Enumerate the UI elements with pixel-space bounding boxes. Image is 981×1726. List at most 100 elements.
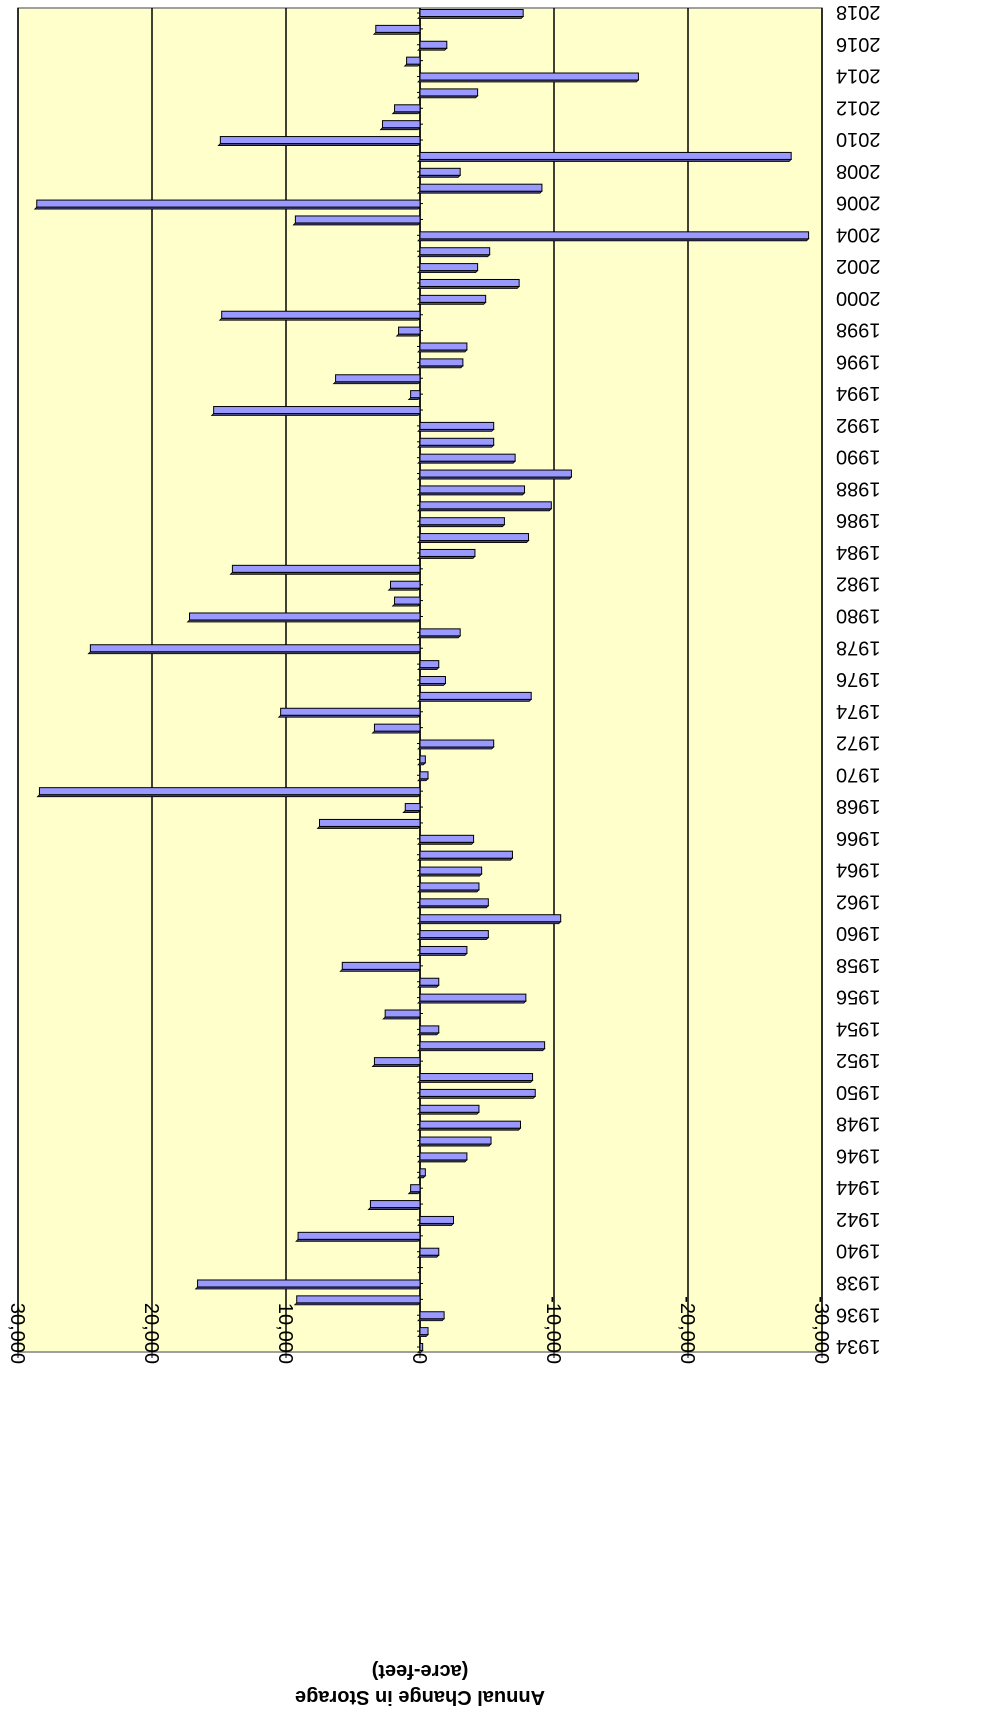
bar bbox=[369, 1200, 421, 1209]
bar bbox=[419, 866, 483, 875]
bar bbox=[419, 40, 448, 49]
bar bbox=[419, 1120, 521, 1129]
bar bbox=[419, 421, 495, 430]
bar bbox=[419, 945, 468, 954]
bar bbox=[219, 136, 421, 145]
bar bbox=[419, 501, 552, 510]
x-tick-label: 10,000 bbox=[274, 1303, 296, 1364]
y-tick-label: 1954 bbox=[836, 1017, 881, 1039]
bar bbox=[419, 771, 429, 780]
bar bbox=[419, 167, 461, 176]
y-tick-label: 1996 bbox=[836, 350, 881, 372]
bar bbox=[384, 1009, 421, 1018]
bar bbox=[419, 977, 440, 986]
bar bbox=[419, 437, 495, 446]
y-tick-label: 1934 bbox=[836, 1335, 881, 1357]
y-tick-label: 1952 bbox=[836, 1049, 881, 1071]
bar bbox=[419, 263, 479, 272]
bar bbox=[419, 151, 792, 160]
y-tick-label: 2004 bbox=[836, 223, 881, 245]
bar bbox=[419, 453, 516, 462]
y-tick-label: 1986 bbox=[836, 509, 881, 531]
bar bbox=[419, 755, 426, 764]
bar bbox=[419, 1215, 454, 1224]
bar bbox=[419, 9, 524, 17]
bar bbox=[419, 342, 468, 351]
bar bbox=[319, 818, 421, 827]
bar bbox=[419, 278, 520, 287]
bar bbox=[341, 961, 421, 970]
y-tick-label: 1958 bbox=[836, 954, 881, 976]
y-tick-label: 1968 bbox=[836, 795, 881, 817]
bar bbox=[375, 24, 421, 33]
y-tick-label: 1972 bbox=[836, 732, 881, 754]
bar bbox=[394, 596, 421, 605]
bar bbox=[221, 310, 421, 319]
bar bbox=[419, 247, 491, 256]
bar bbox=[419, 1073, 534, 1082]
y-tick-label: 1990 bbox=[836, 446, 881, 468]
bar bbox=[419, 914, 562, 923]
x-tick-label: -20,000 bbox=[676, 1296, 698, 1364]
y-tick-label: 1956 bbox=[836, 986, 881, 1008]
y-tick-label: 1946 bbox=[836, 1144, 881, 1166]
y-tick-label: 1942 bbox=[836, 1208, 881, 1230]
bar bbox=[213, 406, 421, 415]
bar bbox=[419, 1327, 429, 1336]
bar bbox=[404, 803, 421, 812]
bar bbox=[419, 676, 446, 684]
y-tick-label: 1938 bbox=[836, 1271, 881, 1293]
bar bbox=[419, 739, 495, 748]
y-tick-label: 2010 bbox=[836, 128, 881, 150]
y-tick-label: 1950 bbox=[836, 1081, 881, 1103]
bar bbox=[419, 88, 479, 97]
bar bbox=[419, 1025, 440, 1034]
bar bbox=[419, 1247, 440, 1256]
bar bbox=[381, 120, 421, 129]
bar bbox=[419, 533, 530, 542]
y-tick-label: 2000 bbox=[836, 287, 881, 309]
bar bbox=[38, 787, 421, 796]
y-tick-label: 1974 bbox=[836, 700, 881, 722]
y-tick-label: 2012 bbox=[836, 96, 881, 118]
bar bbox=[406, 56, 421, 65]
bar bbox=[419, 72, 639, 81]
bar bbox=[419, 628, 461, 637]
axis-title: Annual Change in Storage bbox=[295, 1686, 545, 1708]
y-tick-label: 1936 bbox=[836, 1303, 881, 1325]
bar bbox=[390, 580, 421, 589]
bar bbox=[419, 882, 480, 891]
bar bbox=[410, 390, 421, 399]
bar bbox=[419, 1168, 426, 1177]
bar bbox=[419, 930, 489, 939]
bar bbox=[419, 993, 527, 1002]
bar bbox=[419, 469, 572, 478]
x-tick-label: -30,000 bbox=[810, 1296, 832, 1364]
bar bbox=[398, 326, 421, 335]
bar bbox=[419, 294, 487, 303]
y-tick-label: 1966 bbox=[836, 827, 881, 849]
y-tick-label: 1982 bbox=[836, 573, 881, 595]
bar bbox=[419, 1088, 536, 1097]
y-tick-label: 1980 bbox=[836, 604, 881, 626]
bar bbox=[197, 1279, 421, 1288]
bar bbox=[294, 215, 421, 224]
bar bbox=[373, 723, 421, 732]
bar bbox=[419, 1311, 445, 1320]
bar bbox=[419, 691, 532, 700]
bar bbox=[419, 485, 526, 494]
bar bbox=[394, 104, 421, 113]
bar bbox=[419, 358, 464, 367]
bar bbox=[410, 1184, 421, 1193]
bar bbox=[231, 564, 421, 573]
y-tick-label: 1944 bbox=[836, 1176, 881, 1198]
y-tick-label: 1978 bbox=[836, 636, 881, 658]
chart-body: Annual Change in Storage (acre-feet) -30… bbox=[6, 1, 881, 1708]
bar bbox=[419, 231, 810, 240]
y-tick-label: 1988 bbox=[836, 477, 881, 499]
y-tick-label: 2014 bbox=[836, 65, 881, 87]
x-tick-label: -10,000 bbox=[542, 1296, 564, 1364]
y-tick-label: 1994 bbox=[836, 382, 881, 404]
bar bbox=[296, 1295, 421, 1304]
bar bbox=[419, 660, 440, 669]
